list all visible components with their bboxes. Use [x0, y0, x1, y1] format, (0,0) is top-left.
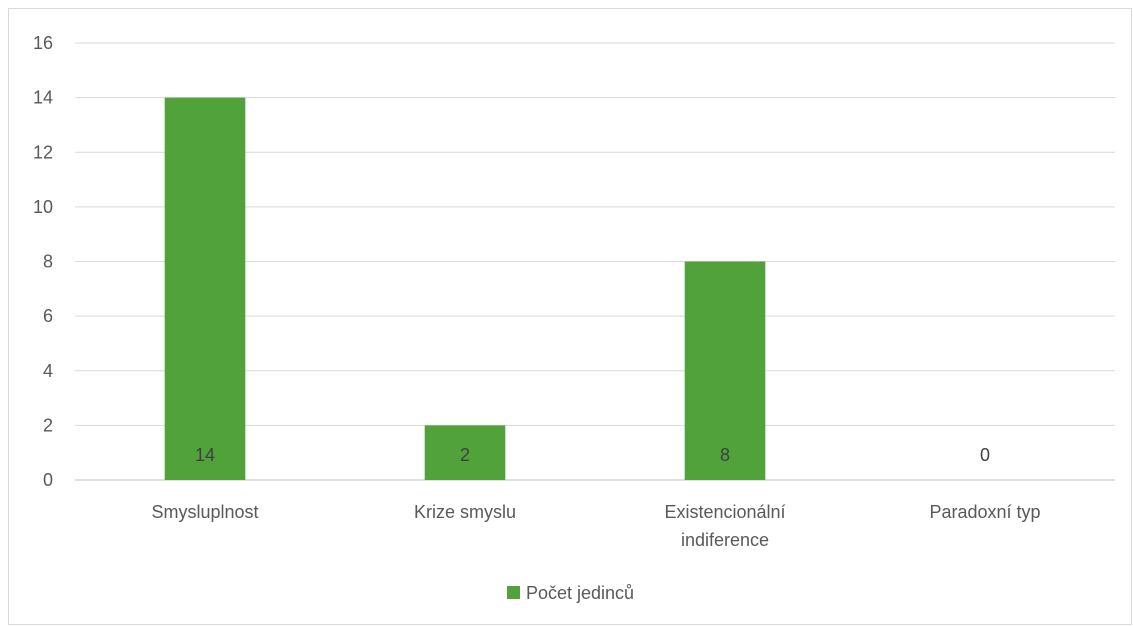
legend: Počet jedinců	[507, 583, 634, 603]
y-tick-label: 0	[43, 470, 53, 490]
y-tick-label: 2	[43, 415, 53, 435]
y-tick-label: 6	[43, 306, 53, 326]
data-label: 14	[195, 445, 215, 465]
x-category-label: Smysluplnost	[151, 502, 258, 522]
x-category-label: Krize smyslu	[414, 502, 516, 522]
bar	[164, 97, 246, 480]
x-axis-categories: Smysluplnost Krize smyslu Existencionální i…	[151, 502, 1040, 550]
gridlines	[75, 42, 1115, 481]
data-label: 0	[980, 445, 990, 465]
x-category-label: Paradoxní typ	[929, 502, 1040, 522]
bar	[684, 261, 766, 480]
bars	[164, 97, 766, 480]
y-tick-label: 10	[33, 197, 53, 217]
data-label: 8	[720, 445, 730, 465]
y-tick-label: 12	[33, 142, 53, 162]
y-tick-label: 8	[43, 252, 53, 272]
legend-label: Počet jedinců	[526, 583, 634, 603]
data-label: 2	[460, 445, 470, 465]
x-category-label: indiference	[681, 530, 769, 550]
y-axis-ticks: 0 2 4 6 8 10 12 14 16	[33, 33, 53, 490]
x-category-label: Existencionální	[664, 502, 785, 522]
bar	[424, 425, 506, 480]
y-tick-label: 14	[33, 88, 53, 108]
y-tick-label: 4	[43, 361, 53, 381]
y-tick-label: 16	[33, 33, 53, 53]
data-labels: 14 2 8 0	[195, 445, 990, 465]
legend-swatch	[507, 586, 520, 599]
